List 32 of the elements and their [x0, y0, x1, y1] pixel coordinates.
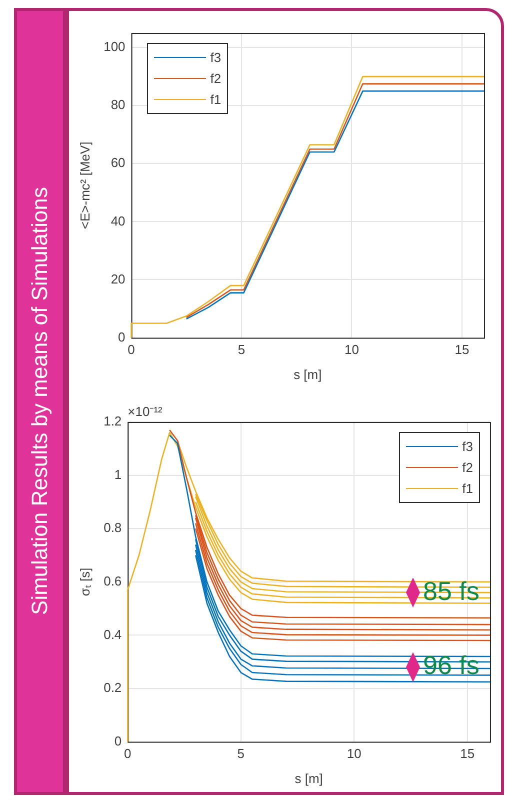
y-tick-label: 1	[114, 466, 122, 482]
x-tick-label: 5	[237, 746, 245, 762]
y-tick-label: 0.8	[104, 520, 122, 536]
y-tick-label: 0.2	[104, 680, 122, 696]
text: ×10⁻¹²	[128, 404, 164, 420]
y-tick-label: 60	[110, 155, 126, 170]
y-tick-label: 20	[110, 271, 126, 286]
y-axis-title: <E>-mc² [MeV]	[77, 142, 92, 230]
legend-label: f1	[462, 481, 473, 496]
text: Simulation Results by means of Simulations	[27, 186, 53, 617]
legend-label: f3	[210, 50, 222, 65]
x-tick-label: 15	[460, 746, 475, 762]
x-tick-label: 5	[238, 342, 246, 358]
x-tick-label: 0	[128, 342, 135, 358]
x-axis-title: s [m]	[294, 366, 322, 382]
legend-label: f2	[210, 71, 222, 86]
y-tick-label: 0.6	[104, 573, 122, 588]
y-tick-label: 0	[114, 733, 122, 748]
y-tick-label: 1.2	[104, 414, 122, 429]
y-axis-title: σₜ [s]	[77, 568, 92, 596]
y-tick-label: 0	[118, 329, 126, 344]
y-tick-label: 40	[110, 213, 126, 228]
y-tick-label: 0.4	[104, 626, 122, 642]
legend-label: f3	[462, 439, 473, 454]
x-tick-label: 10	[344, 342, 359, 358]
x-tick-label: 10	[346, 746, 362, 762]
legend-label: f1	[210, 92, 222, 107]
y-tick-label: 80	[110, 97, 126, 112]
y-tick-label: 100	[104, 39, 126, 54]
legend-label: f2	[462, 460, 473, 475]
x-axis-title: s [m]	[294, 770, 323, 786]
x-tick-label: 15	[454, 342, 470, 358]
